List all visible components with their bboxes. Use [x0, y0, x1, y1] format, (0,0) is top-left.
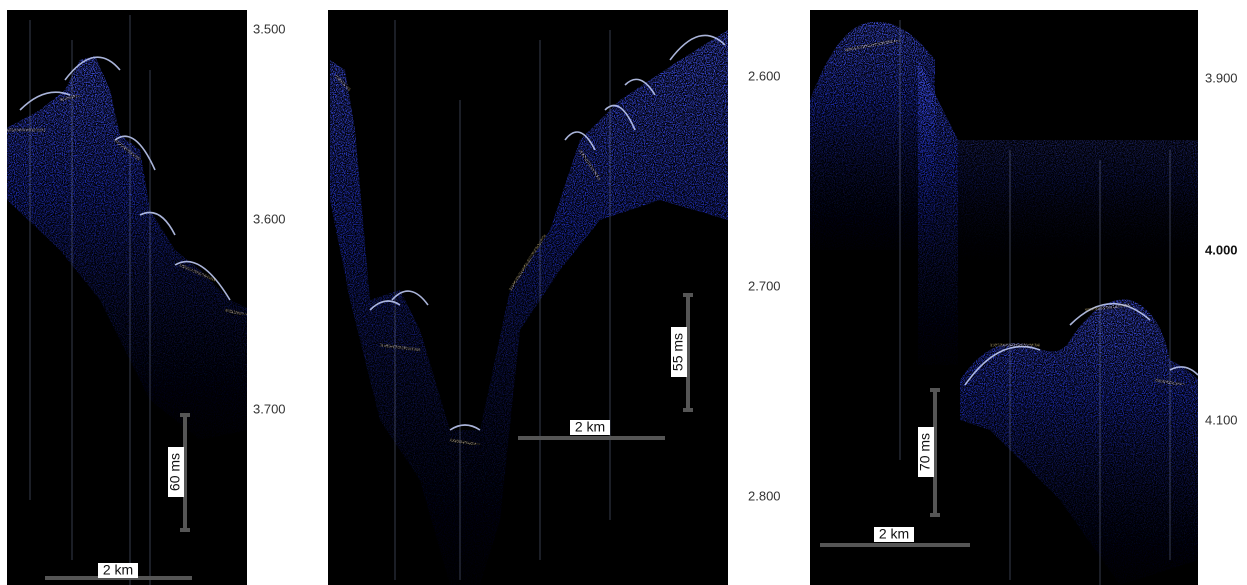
depth-tick-label: 4.100 — [1205, 412, 1238, 427]
radargram-panel: 70 ms 2 km 3.900 4.000 4.100 — [810, 10, 1238, 585]
figure: 60 ms 2 km 3.500 3.600 3.700 55 ms 2 km … — [0, 0, 1247, 585]
depth-tick-label: 2.700 — [748, 278, 781, 293]
depth-tick-label: 3.900 — [1205, 70, 1238, 85]
depth-tick-label: 2.800 — [748, 488, 781, 503]
reflection-band — [958, 140, 1198, 260]
radargram-panel: 60 ms 2 km 3.500 3.600 3.700 — [7, 10, 286, 585]
time-scale-label: 60 ms — [167, 453, 183, 491]
distance-scale-label: 2 km — [575, 419, 605, 435]
depth-tick-label: 4.000 — [1205, 242, 1238, 257]
depth-tick-label: 2.600 — [748, 68, 781, 83]
time-scale-label: 55 ms — [670, 333, 686, 371]
depth-tick-label: 3.500 — [253, 21, 286, 36]
distance-scale-label: 2 km — [103, 562, 133, 578]
time-scale-label: 70 ms — [917, 433, 933, 471]
depth-tick-label: 3.600 — [253, 211, 286, 226]
radargram-panel: 55 ms 2 km 2.600 2.700 2.800 — [328, 10, 781, 585]
distance-scale-label: 2 km — [879, 526, 909, 542]
depth-tick-label: 3.700 — [253, 401, 286, 416]
